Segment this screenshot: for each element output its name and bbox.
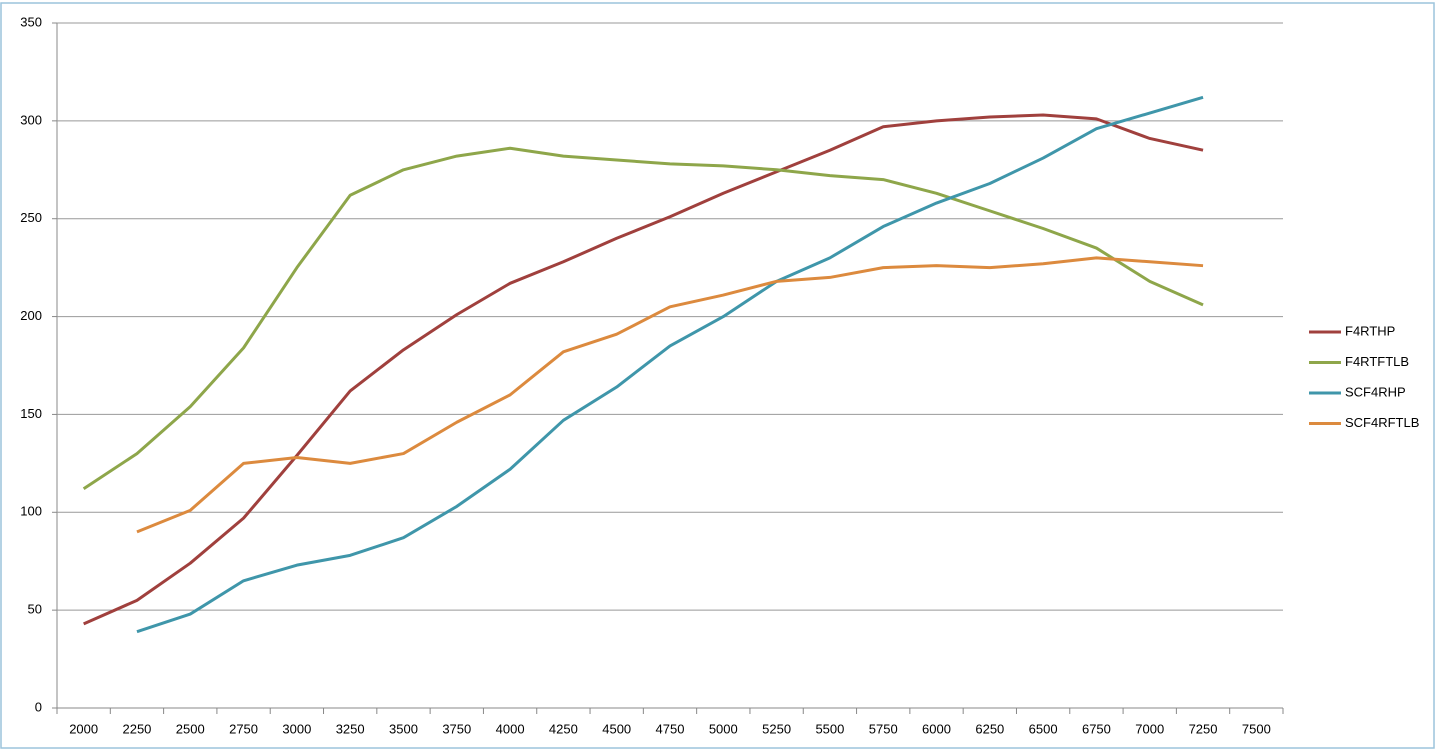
x-tick-label: 3500: [389, 721, 418, 736]
x-tick-label: 6750: [1082, 721, 1111, 736]
x-tick-label: 3000: [282, 721, 311, 736]
y-tick-label: 50: [28, 602, 42, 617]
x-tick-label: 6250: [975, 721, 1004, 736]
legend-label: SCF4RHP: [1345, 384, 1406, 399]
x-tick-label: 2500: [176, 721, 205, 736]
legend-label: F4RTHP: [1345, 323, 1395, 338]
legend-label: F4RTFTLB: [1345, 354, 1409, 369]
x-tick-label: 6000: [922, 721, 951, 736]
x-tick-label: 2000: [69, 721, 98, 736]
x-tick-label: 3750: [442, 721, 471, 736]
x-tick-label: 4500: [602, 721, 631, 736]
y-tick-label: 300: [20, 112, 42, 127]
x-tick-label: 7000: [1135, 721, 1164, 736]
series-line: [82, 146, 1204, 491]
x-tick-label: 5750: [869, 721, 898, 736]
series-line: [136, 95, 1204, 634]
x-tick-label: 5500: [815, 721, 844, 736]
x-tick-label: 2750: [229, 721, 258, 736]
x-tick-label: 7250: [1189, 721, 1218, 736]
x-tick-label: 7500: [1242, 721, 1271, 736]
x-tick-label: 5000: [709, 721, 738, 736]
x-tick-label: 4750: [656, 721, 685, 736]
x-tick-label: 4000: [496, 721, 525, 736]
y-tick-label: 150: [20, 406, 42, 421]
y-tick-label: 100: [20, 504, 42, 519]
series-line: [83, 113, 1204, 626]
y-tick-label: 200: [20, 308, 42, 323]
x-tick-label: 3250: [336, 721, 365, 736]
series-line: [136, 256, 1204, 534]
x-tick-label: 4250: [549, 721, 578, 736]
x-tick-label: 2250: [122, 721, 151, 736]
x-tick-label: 5250: [762, 721, 791, 736]
x-tick-label: 6500: [1029, 721, 1058, 736]
legend-label: SCF4RFTLB: [1345, 415, 1419, 430]
y-tick-label: 350: [20, 14, 42, 29]
y-tick-label: 250: [20, 210, 42, 225]
y-tick-label: 0: [35, 699, 42, 714]
